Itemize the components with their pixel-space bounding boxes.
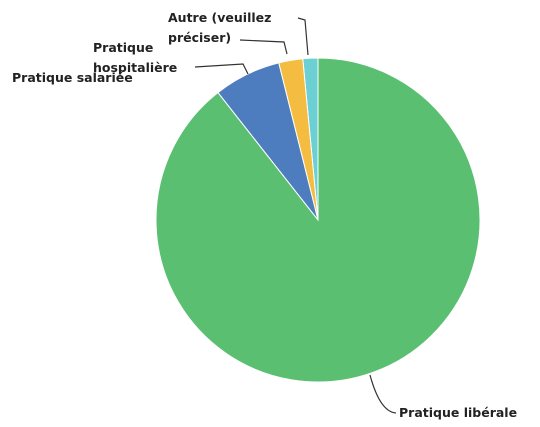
leader-line	[239, 39, 288, 55]
slice-label: Autre (veuillez préciser)	[168, 10, 272, 45]
leader-line	[194, 63, 249, 75]
pie-slice	[155, 57, 481, 383]
slice-label: Pratique libérale	[399, 405, 518, 420]
leader-line	[297, 17, 309, 56]
slice-label: Pratique hospitalière	[93, 40, 178, 75]
leader-line	[369, 374, 397, 414]
slice-label: Pratique salariée	[12, 70, 133, 85]
